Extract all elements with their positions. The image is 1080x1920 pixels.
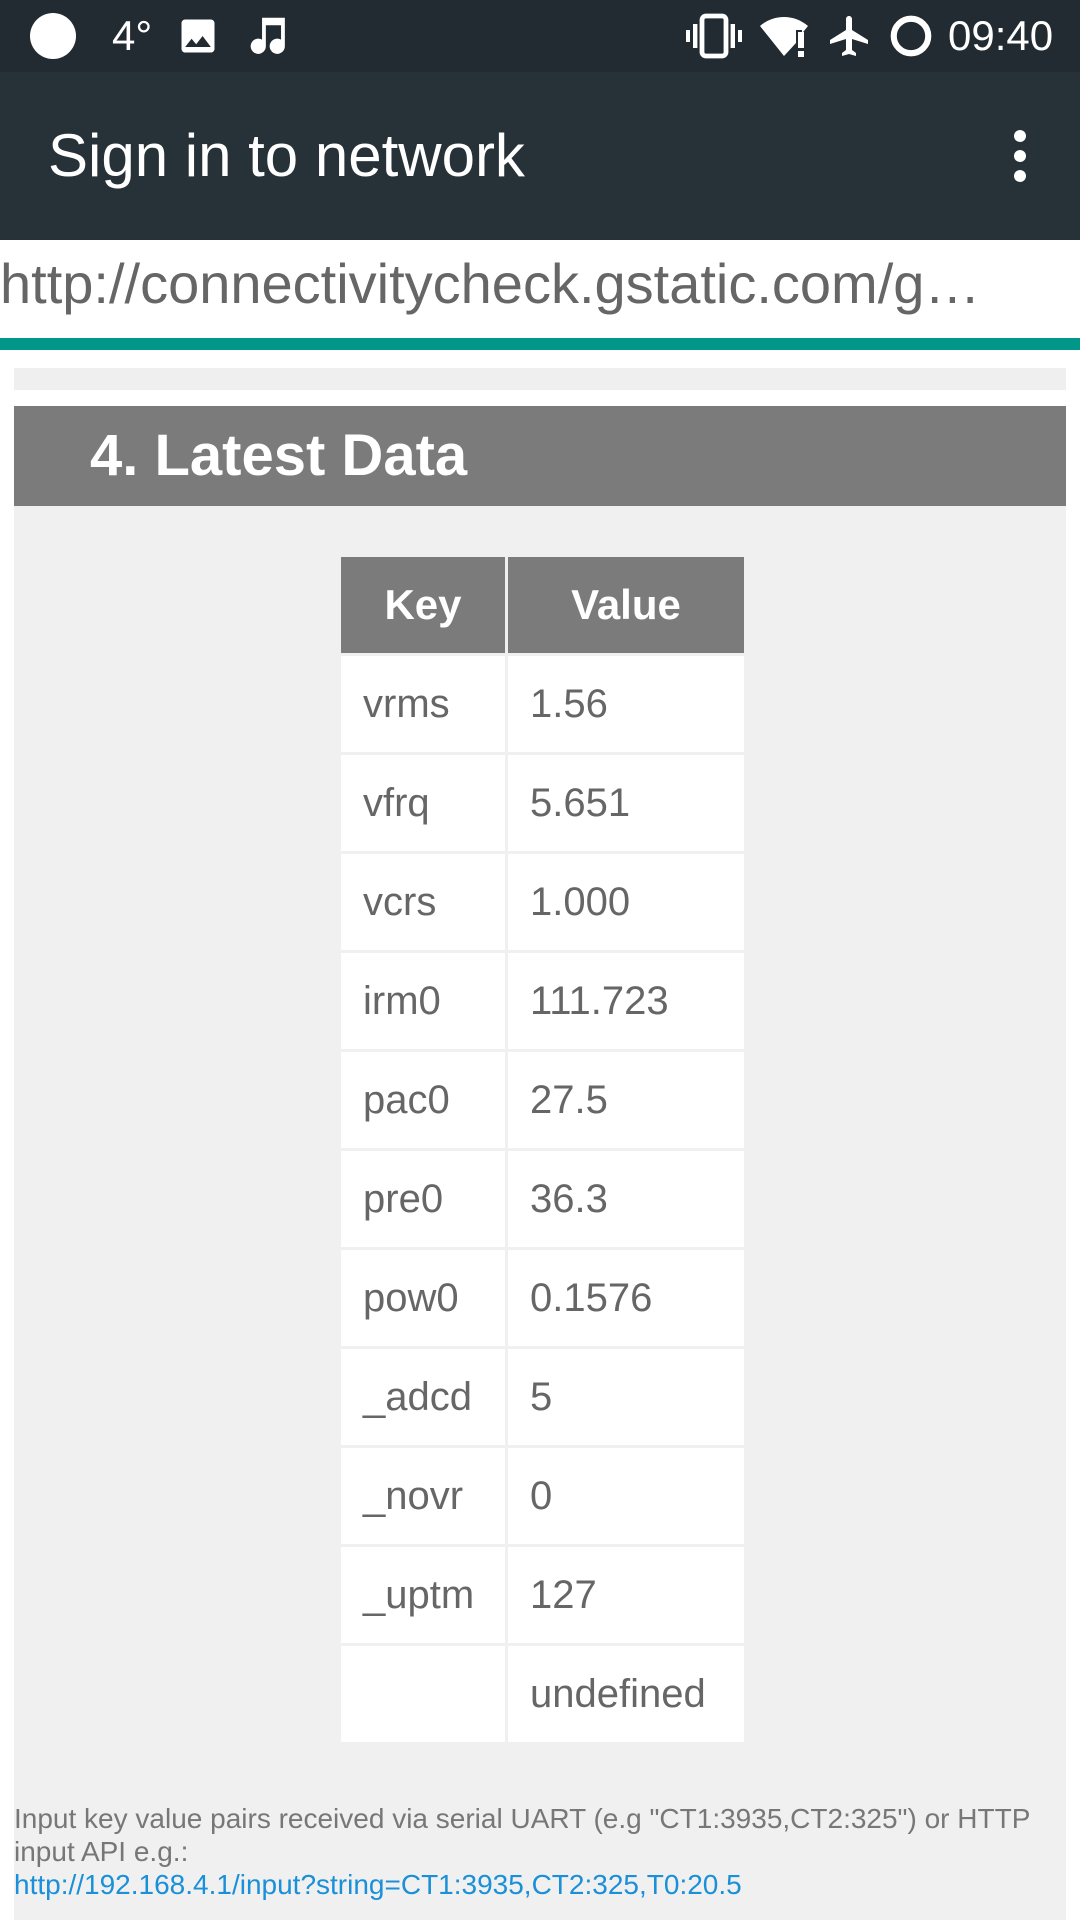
vibrate-icon [686, 0, 742, 72]
overflow-menu-icon[interactable] [996, 122, 1044, 190]
table-header-row: Key Value [341, 557, 744, 653]
section-footer: Input key value pairs received via seria… [14, 1802, 1066, 1901]
table-row: irm0 111.723 [341, 953, 744, 1049]
value-cell: undefined [508, 1646, 744, 1742]
table-row: pac0 27.5 [341, 1052, 744, 1148]
sync-ring-icon [888, 0, 934, 72]
value-cell: 1.000 [508, 854, 744, 950]
key-cell: _adcd [341, 1349, 505, 1445]
status-bar: 4° 09:40 [0, 0, 1080, 72]
input-api-link[interactable]: http://192.168.4.1/input?string=CT1:3935… [14, 1869, 742, 1900]
table-row: pre0 36.3 [341, 1151, 744, 1247]
key-cell: pre0 [341, 1151, 505, 1247]
circle-icon [30, 0, 76, 72]
app-bar: Sign in to network [0, 72, 1080, 240]
key-cell: vrms [341, 656, 505, 752]
value-cell: 5 [508, 1349, 744, 1445]
table-row: undefined [341, 1646, 744, 1742]
value-cell: 111.723 [508, 953, 744, 1049]
temperature-text: 4° [112, 12, 153, 59]
key-cell: _uptm [341, 1547, 505, 1643]
footer-description: Input key value pairs received via seria… [14, 1803, 1030, 1867]
table-row: vfrq 5.651 [341, 755, 744, 851]
airplane-icon [826, 0, 874, 72]
url-bar: http://connectivitycheck.gstatic.com/g… [0, 240, 1080, 340]
column-header-key: Key [341, 557, 505, 653]
key-cell [341, 1646, 505, 1742]
key-cell: pac0 [341, 1052, 505, 1148]
table-row: _uptm 127 [341, 1547, 744, 1643]
image-icon [176, 0, 220, 72]
music-icon [244, 0, 292, 72]
wifi-alert-icon [760, 0, 816, 72]
app-title: Sign in to network [48, 122, 525, 189]
key-cell: _novr [341, 1448, 505, 1544]
webpage-content[interactable]: 4. Latest Data Key Value vrms 1.56 vfrq 5.… [0, 350, 1080, 1920]
key-cell: vcrs [341, 854, 505, 950]
value-cell: 127 [508, 1547, 744, 1643]
url-text: http://connectivitycheck.gstatic.com/g… [0, 252, 981, 315]
table-row: pow0 0.1576 [341, 1250, 744, 1346]
table-row: _novr 0 [341, 1448, 744, 1544]
section-title: 4. Latest Data [90, 423, 468, 488]
section-header: 4. Latest Data [14, 406, 1066, 506]
value-cell: 0 [508, 1448, 744, 1544]
column-header-value: Value [508, 557, 744, 653]
key-cell: vfrq [341, 755, 505, 851]
clock-text: 09:40 [948, 12, 1054, 59]
previous-section-bottom [14, 368, 1066, 390]
key-cell: irm0 [341, 953, 505, 1049]
key-cell: pow0 [341, 1250, 505, 1346]
page-load-progress-bar [0, 338, 1080, 350]
table-row: _adcd 5 [341, 1349, 744, 1445]
value-cell: 36.3 [508, 1151, 744, 1247]
value-cell: 5.651 [508, 755, 744, 851]
value-cell: 27.5 [508, 1052, 744, 1148]
table-row: vcrs 1.000 [341, 854, 744, 950]
value-cell: 0.1576 [508, 1250, 744, 1346]
table-row: vrms 1.56 [341, 656, 744, 752]
value-cell: 1.56 [508, 656, 744, 752]
latest-data-table: Key Value vrms 1.56 vfrq 5.651 vcrs 1.000 i… [338, 554, 747, 1745]
